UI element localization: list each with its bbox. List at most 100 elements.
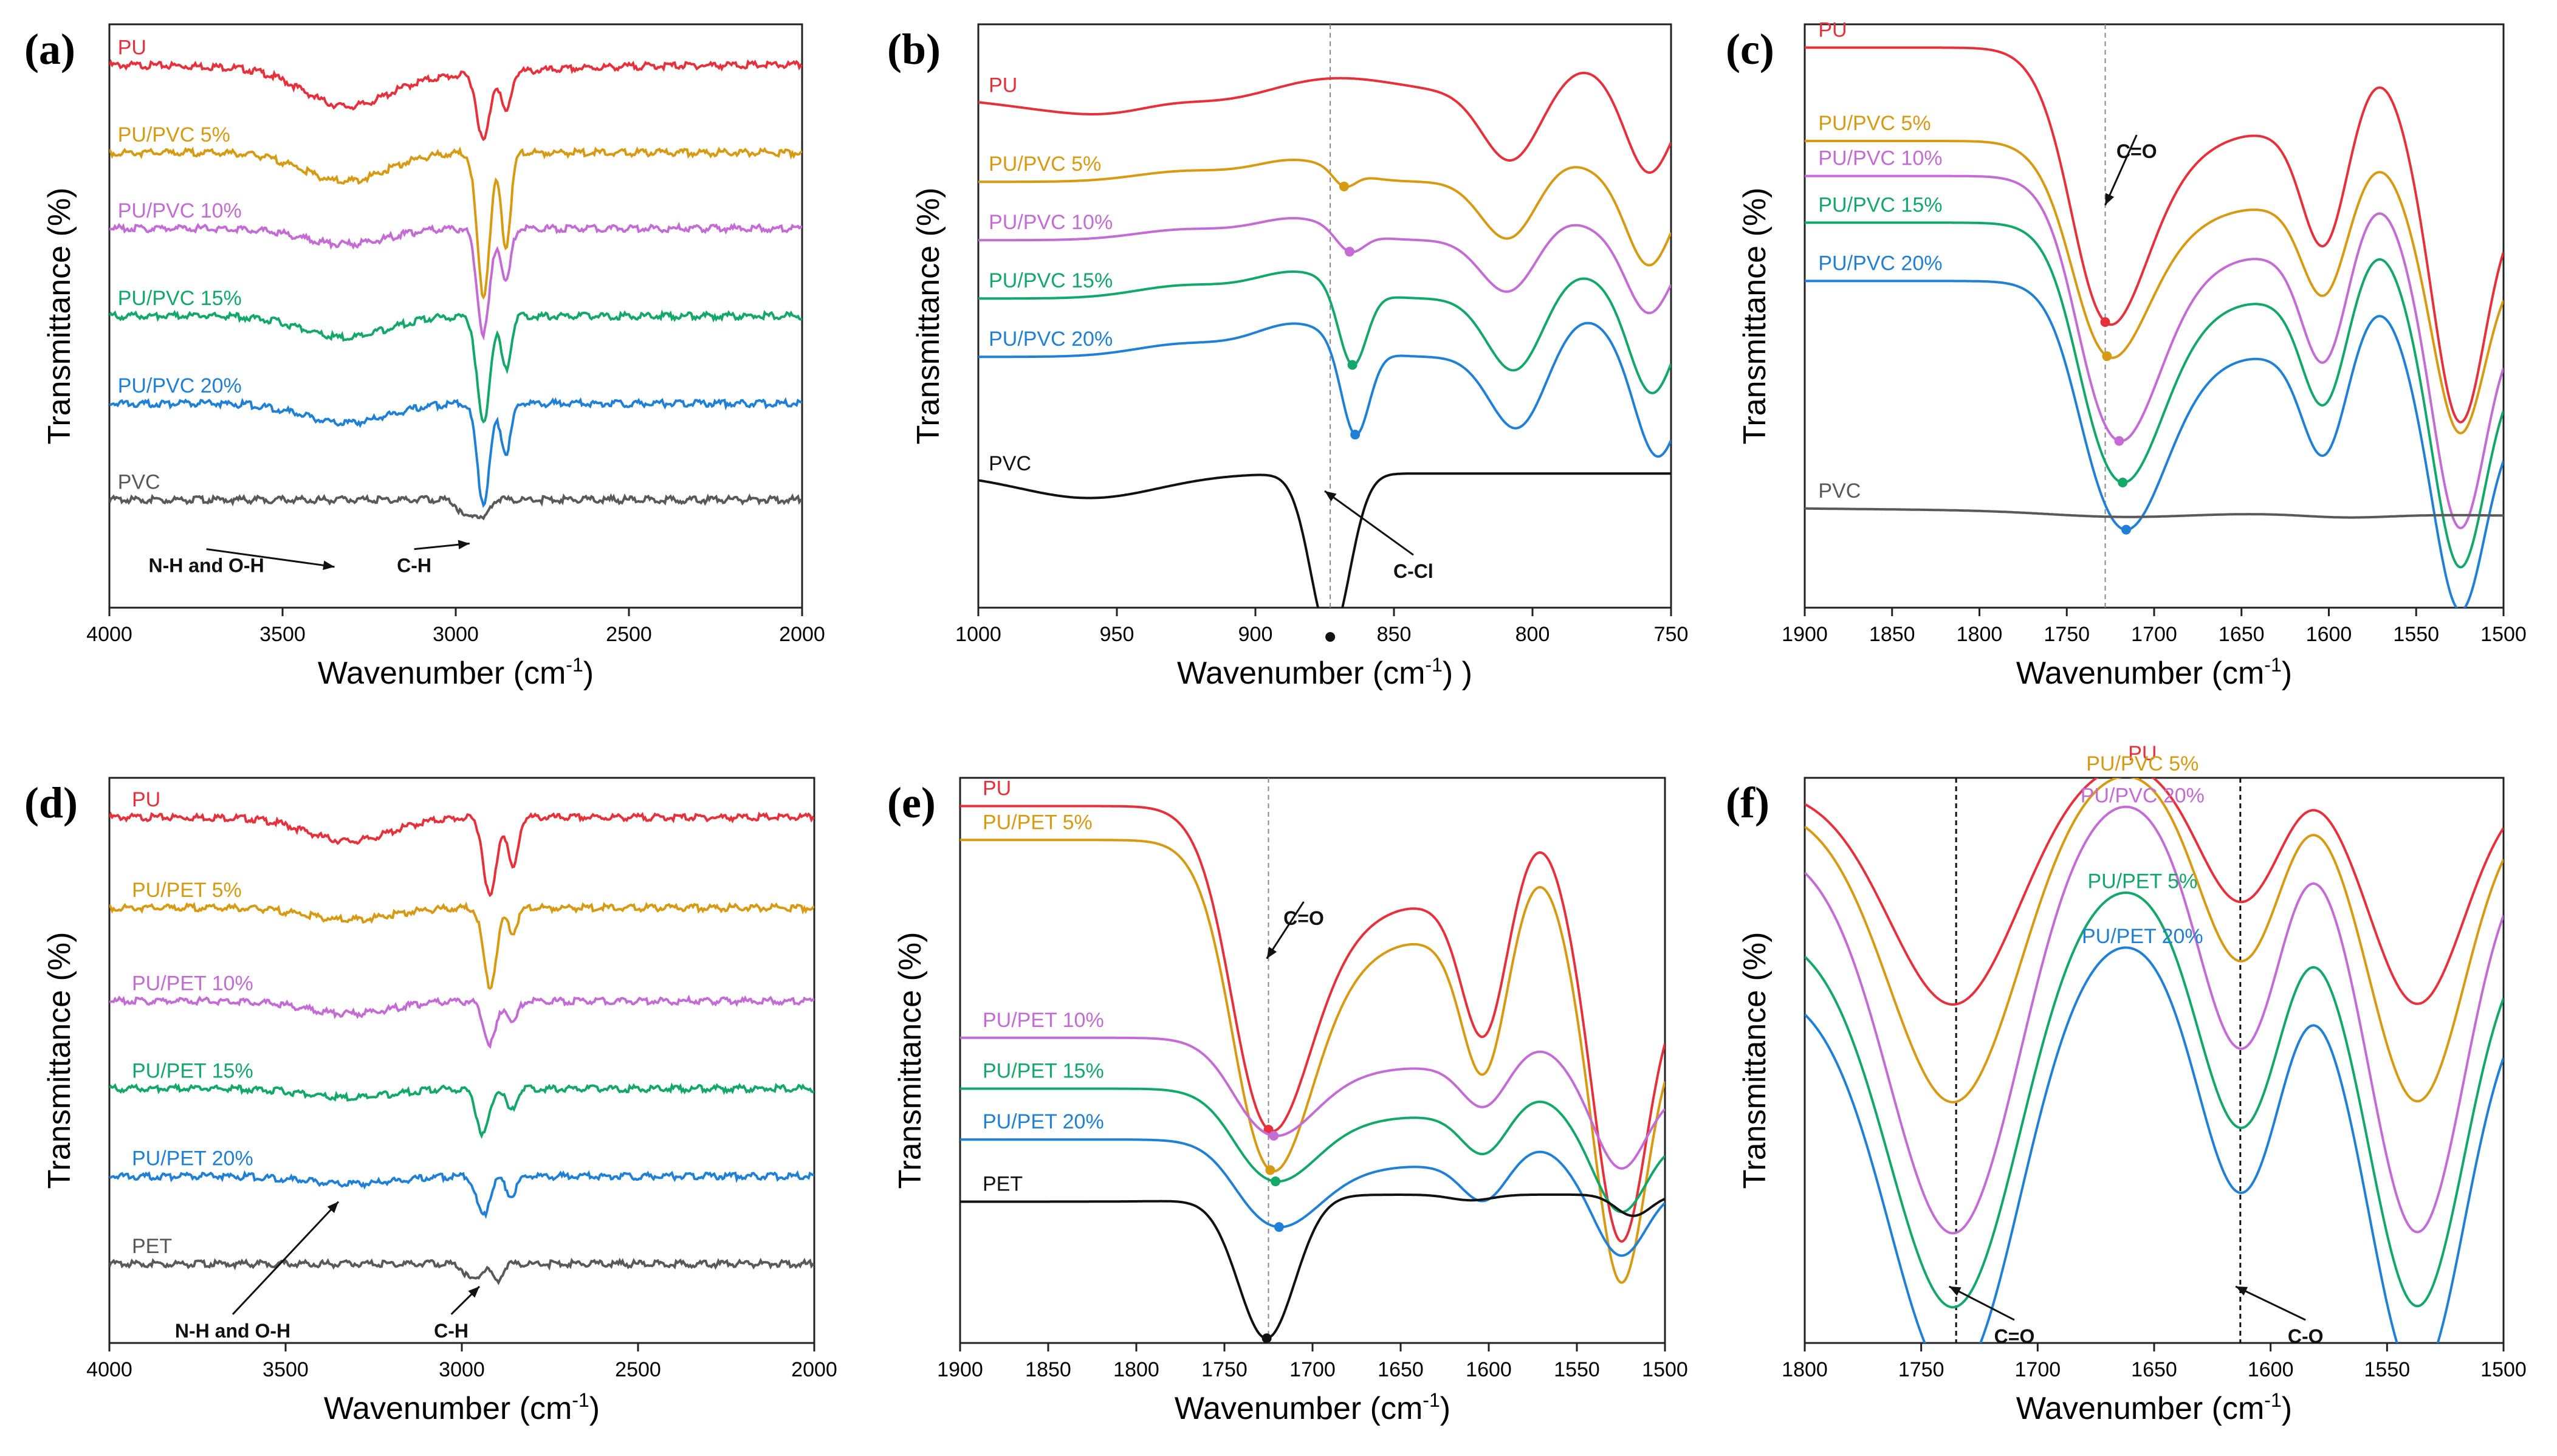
annotation-arrowhead	[468, 1286, 479, 1298]
annotation-label: C-H	[434, 1320, 468, 1342]
x-tick-label: 1000	[955, 623, 1001, 646]
annotation-arrowhead	[323, 560, 335, 570]
series-line-pu	[109, 59, 802, 142]
annotation-arrow	[2235, 1285, 2306, 1321]
peak-marker	[1350, 430, 1361, 440]
annotation-arrowhead	[327, 1201, 338, 1214]
x-tick-label: 1600	[1466, 1358, 1512, 1381]
peak-marker	[2102, 351, 2112, 362]
series-line-pu-pvc-10-	[109, 221, 802, 341]
panel-b: 1000 950 900 850 800 750 Wavenumber (cm-1) ) Tr…	[887, 23, 1689, 691]
peak-marker	[1325, 632, 1336, 642]
series-label: PU/PVC 5%	[989, 153, 1101, 176]
x-tick-label: 800	[1515, 623, 1550, 646]
x-tick-label: 1550	[1554, 1358, 1600, 1381]
annotation-label: C-Cl	[1393, 560, 1433, 582]
x-tick-label: 3500	[259, 623, 306, 646]
annotation-arrow	[1324, 490, 1414, 556]
series-label: PU/PVC 5%	[118, 123, 230, 146]
panel-letter: (d)	[24, 778, 78, 827]
x-tick-label: 1750	[1201, 1358, 1248, 1381]
series-label: PU/PVC 20%	[1818, 252, 1942, 275]
series-line-pu-pet-15-	[960, 1087, 1665, 1214]
series-line-pu-pet-20-	[1805, 946, 2504, 1343]
panel-a: 4000 3500 3000 2500 2000 Wavenumber (cm-1) Tra…	[24, 23, 825, 691]
x-tick-label: 1650	[2219, 623, 2265, 646]
series-label: PU/PET 15%	[983, 1060, 1104, 1083]
series-line-pu-pet-20-	[960, 1138, 1665, 1257]
annotation-arrow	[1948, 1285, 2015, 1321]
series-label: PU/PET 20%	[132, 1147, 253, 1170]
series-label: PVC	[118, 470, 160, 493]
series-label: PU	[1818, 18, 1847, 41]
x-tick-label: 1500	[1642, 1358, 1688, 1381]
x-tick-label: 1650	[1378, 1358, 1424, 1381]
series-line-pu-pet-5-	[109, 901, 814, 991]
panel-letter: (f)	[1726, 778, 1769, 827]
series-label: PU/PET 5%	[2087, 870, 2197, 893]
series-line-pvc	[1805, 507, 2504, 519]
panel-d: 4000 3500 3000 2500 2000 Wavenumber (cm-1) Tra…	[24, 777, 837, 1426]
annotation-label: C=O	[1283, 907, 1324, 929]
peak-marker	[1265, 1165, 1275, 1175]
series-line-pu-pvc-10-	[1805, 174, 2504, 529]
series-line-pu-pvc-20-	[109, 397, 802, 509]
panel-f: 1800 1750 1700 1650 1600 1550 1500 Wavenumber (…	[1726, 742, 2527, 1426]
plot-frame	[977, 23, 1672, 609]
x-axis-title: Wavenumber (cm-1) )	[1177, 654, 1472, 691]
annotation-label: N-H and O-H	[148, 555, 264, 577]
series-line-pu-pvc-10-	[978, 217, 1671, 315]
series-line-pu	[960, 805, 1665, 1243]
series-label: PU/PVC 10%	[989, 211, 1113, 234]
series-line-pet	[960, 1193, 1665, 1340]
x-tick-label: 1750	[1898, 1358, 1944, 1381]
series-line-pu	[1805, 778, 2504, 1006]
x-tick-label: 1800	[1957, 623, 2003, 646]
annotation-arrow	[206, 548, 335, 568]
x-tick-label: 1550	[2393, 623, 2439, 646]
annotation-label: C=O	[1994, 1325, 2035, 1347]
y-axis-title: Transmittance (%)	[42, 188, 77, 445]
x-tick-label: 1700	[2131, 623, 2177, 646]
x-tick-label: 2000	[779, 623, 825, 646]
series-label: PET	[132, 1235, 172, 1258]
series-line-pu-pvc-5-	[978, 159, 1671, 267]
annotation-arrow	[2104, 134, 2138, 206]
y-axis-title: Transmittance (%)	[893, 932, 928, 1189]
annotation-arrowhead	[2236, 1286, 2248, 1296]
series-line-pu-pet-5-	[1805, 891, 2504, 1309]
x-tick-label: 1700	[2015, 1358, 2061, 1381]
x-axis-title: Wavenumber (cm-1)	[2016, 654, 2292, 691]
x-tick-label: 1900	[1782, 623, 1828, 646]
series-label: PU/PET 20%	[2082, 925, 2203, 948]
x-tick-label: 1600	[2248, 1358, 2294, 1381]
series-line-pu	[978, 71, 1671, 174]
series-label: PU/PET 5%	[132, 879, 242, 902]
x-tick-label: 3500	[263, 1358, 309, 1381]
peak-marker	[1345, 247, 1355, 257]
peak-marker	[1339, 181, 1349, 191]
series-line-pu-pet-20-	[109, 1170, 814, 1220]
peak-marker	[2121, 524, 2131, 535]
annotation-label: N-H and O-H	[175, 1320, 290, 1342]
x-tick-label: 1650	[2131, 1358, 2177, 1381]
series-line-pu-pvc-20-	[1805, 280, 2504, 608]
x-tick-label: 750	[1654, 623, 1689, 646]
series-line-pu-pvc-20-	[978, 321, 1671, 458]
series-line-pu-pvc-5-	[109, 146, 802, 300]
x-tick-label: 2500	[615, 1358, 661, 1381]
x-tick-label: 2500	[606, 623, 652, 646]
series-label: PVC	[989, 452, 1031, 475]
peak-marker	[1269, 1130, 1279, 1141]
series-label: PVC	[1818, 479, 1861, 503]
peak-marker	[2118, 477, 2128, 487]
series-label: PU/PET 5%	[983, 811, 1093, 834]
annotation-label: C=O	[2116, 140, 2157, 162]
x-tick-label: 1600	[2306, 623, 2352, 646]
series-label: PU/PET 15%	[132, 1060, 253, 1083]
x-tick-label: 2000	[791, 1358, 837, 1381]
series-label: PU/PVC 20%	[118, 374, 242, 397]
x-tick-label: 850	[1377, 623, 1412, 646]
x-tick-label: 1750	[2044, 623, 2090, 646]
peak-marker	[1261, 1333, 1272, 1344]
